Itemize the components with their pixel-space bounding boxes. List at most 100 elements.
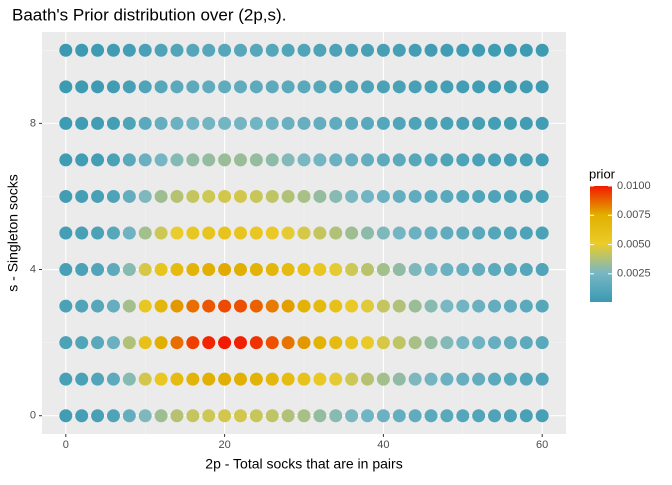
point — [186, 409, 200, 423]
legend-tick-label: 0.0025 — [617, 268, 651, 280]
point — [345, 409, 359, 423]
point — [408, 80, 422, 94]
point — [472, 43, 486, 57]
point — [138, 80, 152, 94]
point — [424, 189, 438, 203]
point — [472, 263, 486, 277]
point — [233, 372, 247, 386]
point — [503, 80, 517, 94]
point — [440, 116, 454, 130]
point — [329, 409, 343, 423]
point — [202, 189, 216, 203]
point — [106, 409, 120, 423]
point — [376, 409, 390, 423]
point — [154, 299, 168, 313]
point — [345, 43, 359, 57]
point — [122, 43, 136, 57]
point — [456, 80, 470, 94]
point — [186, 189, 200, 203]
point — [233, 153, 247, 167]
point — [281, 263, 295, 277]
point — [233, 43, 247, 57]
point — [519, 189, 533, 203]
point — [265, 80, 279, 94]
point — [91, 372, 105, 386]
point — [91, 226, 105, 240]
point — [233, 116, 247, 130]
point — [345, 116, 359, 130]
point — [249, 153, 263, 167]
point — [218, 116, 232, 130]
point — [122, 226, 136, 240]
point — [75, 372, 89, 386]
point — [297, 336, 311, 350]
point — [472, 336, 486, 350]
point — [170, 263, 184, 277]
point — [329, 336, 343, 350]
point — [297, 299, 311, 313]
point — [59, 372, 73, 386]
point — [424, 226, 438, 240]
point — [218, 299, 232, 313]
point — [392, 153, 406, 167]
x-axis-title: 2p - Total socks that are in pairs — [205, 456, 402, 472]
point — [329, 80, 343, 94]
point — [202, 116, 216, 130]
point — [138, 153, 152, 167]
point — [106, 336, 120, 350]
point — [535, 43, 549, 57]
point — [361, 299, 375, 313]
point — [488, 226, 502, 240]
point — [376, 299, 390, 313]
point — [313, 336, 327, 350]
point — [249, 299, 263, 313]
point — [281, 336, 295, 350]
point — [313, 299, 327, 313]
point — [472, 80, 486, 94]
point — [408, 336, 422, 350]
point — [233, 226, 247, 240]
point — [392, 226, 406, 240]
point — [424, 80, 438, 94]
point — [202, 43, 216, 57]
point — [535, 372, 549, 386]
point — [75, 263, 89, 277]
point — [202, 153, 216, 167]
point — [472, 116, 486, 130]
point — [456, 153, 470, 167]
point — [408, 372, 422, 386]
point — [122, 153, 136, 167]
color-bar — [590, 186, 612, 302]
point — [265, 153, 279, 167]
point — [170, 153, 184, 167]
point — [519, 336, 533, 350]
point — [106, 80, 120, 94]
point — [376, 336, 390, 350]
point — [392, 43, 406, 57]
point — [535, 299, 549, 313]
legend-title: prior — [589, 166, 616, 181]
point — [456, 43, 470, 57]
point — [75, 80, 89, 94]
point — [265, 336, 279, 350]
point — [297, 189, 311, 203]
point — [218, 372, 232, 386]
point — [233, 299, 247, 313]
point — [218, 189, 232, 203]
point — [488, 299, 502, 313]
point — [91, 153, 105, 167]
point — [424, 372, 438, 386]
point — [440, 80, 454, 94]
point — [154, 153, 168, 167]
point — [154, 336, 168, 350]
point — [440, 43, 454, 57]
point — [345, 153, 359, 167]
point — [186, 116, 200, 130]
x-tick-label: 60 — [536, 439, 548, 451]
point — [91, 43, 105, 57]
point — [138, 263, 152, 277]
point — [249, 226, 263, 240]
point — [456, 263, 470, 277]
point — [170, 43, 184, 57]
point — [233, 189, 247, 203]
